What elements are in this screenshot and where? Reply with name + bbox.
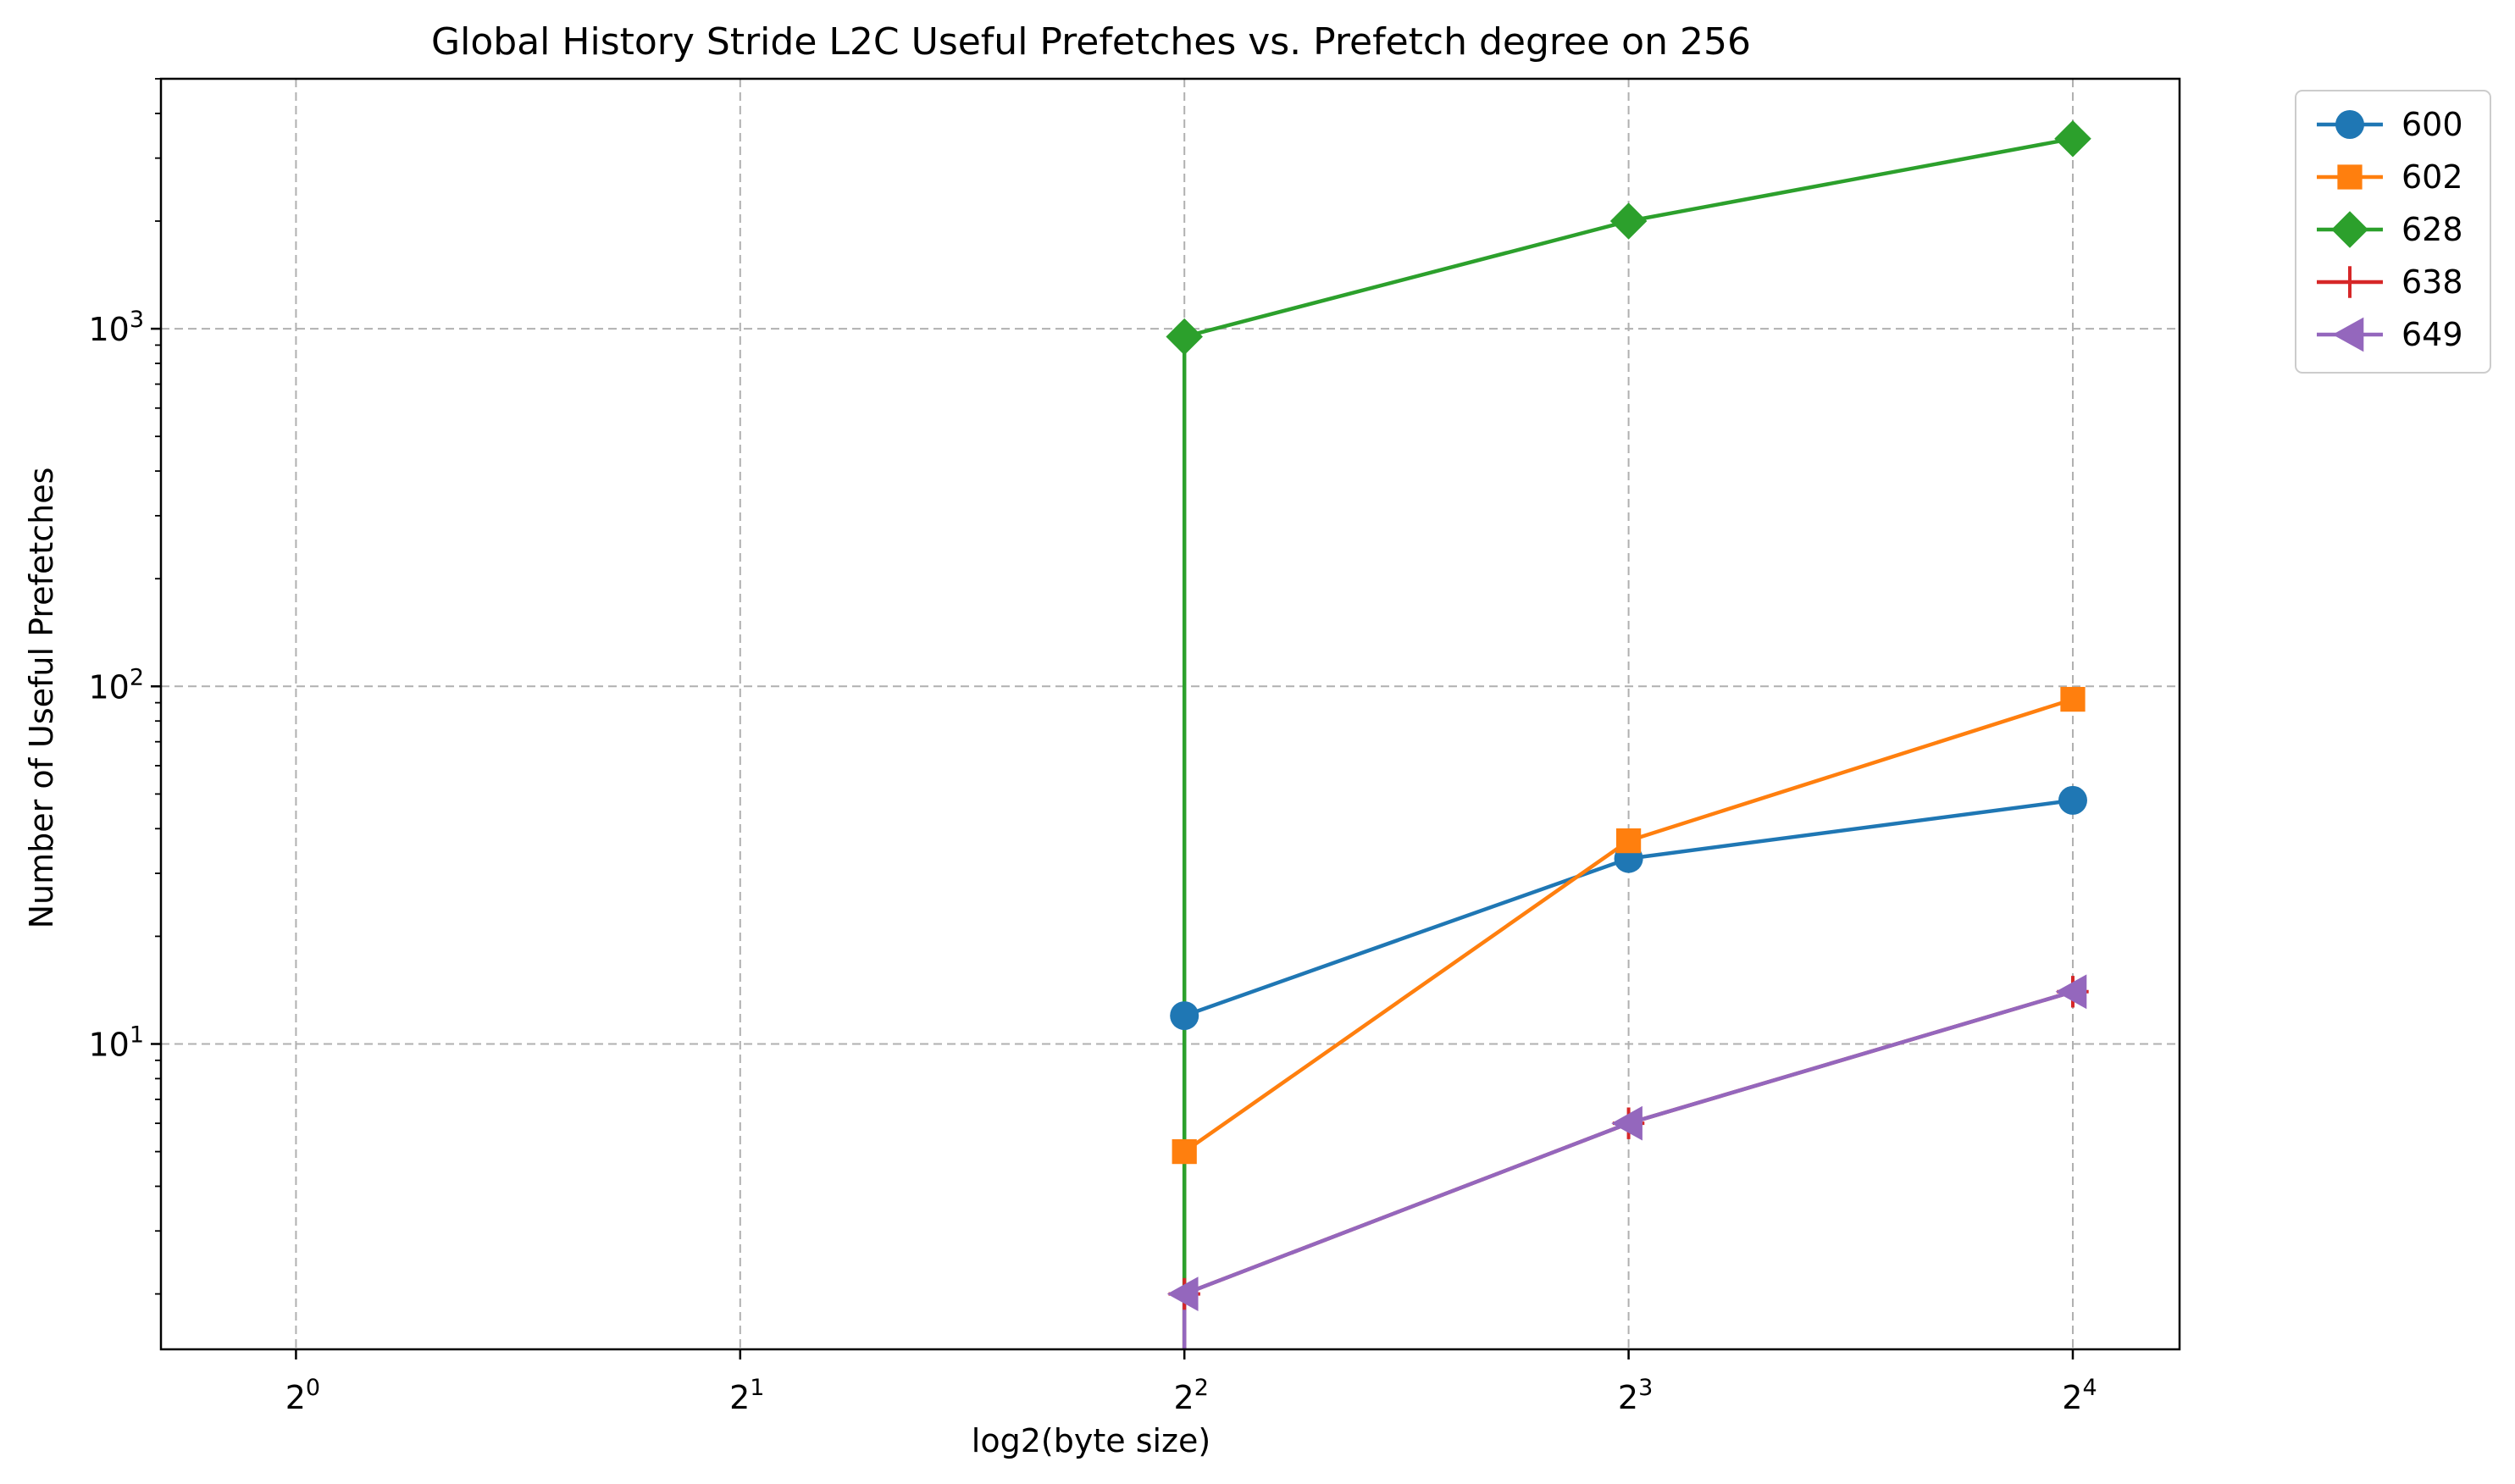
x-tick-label: 20 xyxy=(285,1375,320,1416)
x-tick-label: 21 xyxy=(729,1375,764,1416)
data-point-602 xyxy=(1172,1138,1197,1165)
legend-label-638: 638 xyxy=(2401,263,2463,301)
data-point-602 xyxy=(1615,828,1642,854)
x-tick-label: 22 xyxy=(1174,1375,1209,1416)
y-tick-label: 102 xyxy=(88,664,144,706)
legend-marker-602 xyxy=(2337,164,2363,190)
series-lines xyxy=(1182,136,2074,1349)
y-tick-label: 101 xyxy=(88,1022,144,1063)
data-point-628 xyxy=(1609,202,1648,240)
legend-label-628: 628 xyxy=(2401,211,2463,248)
data-point-602 xyxy=(2060,686,2086,712)
data-point-649 xyxy=(1611,1105,1643,1141)
plot-frame xyxy=(159,77,2181,1351)
series-line-649 xyxy=(1182,989,2074,1349)
y-axis-label: Number of Useful Prefetches xyxy=(23,468,60,929)
grid xyxy=(161,79,2180,1349)
data-point-600 xyxy=(1170,1001,1199,1031)
legend: 600 602 628 638 649 xyxy=(2295,90,2491,374)
series-line-628 xyxy=(1182,136,2074,1349)
x-tick-label: 24 xyxy=(2062,1375,2097,1416)
x-tick-label: 23 xyxy=(1618,1375,1653,1416)
axis-ticks: 20 21 22 23 24 101 102 103 xyxy=(88,78,2097,1416)
legend-marker-638 xyxy=(2334,266,2366,298)
legend-label-600: 600 xyxy=(2401,106,2463,143)
data-point-628 xyxy=(1166,318,1203,356)
legend-label-649: 649 xyxy=(2401,316,2463,353)
legend-box xyxy=(2295,90,2491,374)
data-point-649 xyxy=(1166,1276,1199,1312)
legend-marker-600 xyxy=(2335,110,2364,139)
legend-marker-649 xyxy=(2332,317,2364,352)
legend-marker-628 xyxy=(2331,211,2368,248)
series-markers xyxy=(1166,119,2091,1312)
chart-title: Global History Stride L2C Useful Prefetc… xyxy=(431,20,1751,64)
x-axis-label: log2(byte size) xyxy=(972,1422,1210,1459)
data-point-600 xyxy=(2058,785,2087,815)
data-point-649 xyxy=(2055,974,2087,1010)
data-point-628 xyxy=(2054,119,2091,158)
y-tick-label: 103 xyxy=(88,307,144,348)
legend-label-602: 602 xyxy=(2401,158,2463,196)
